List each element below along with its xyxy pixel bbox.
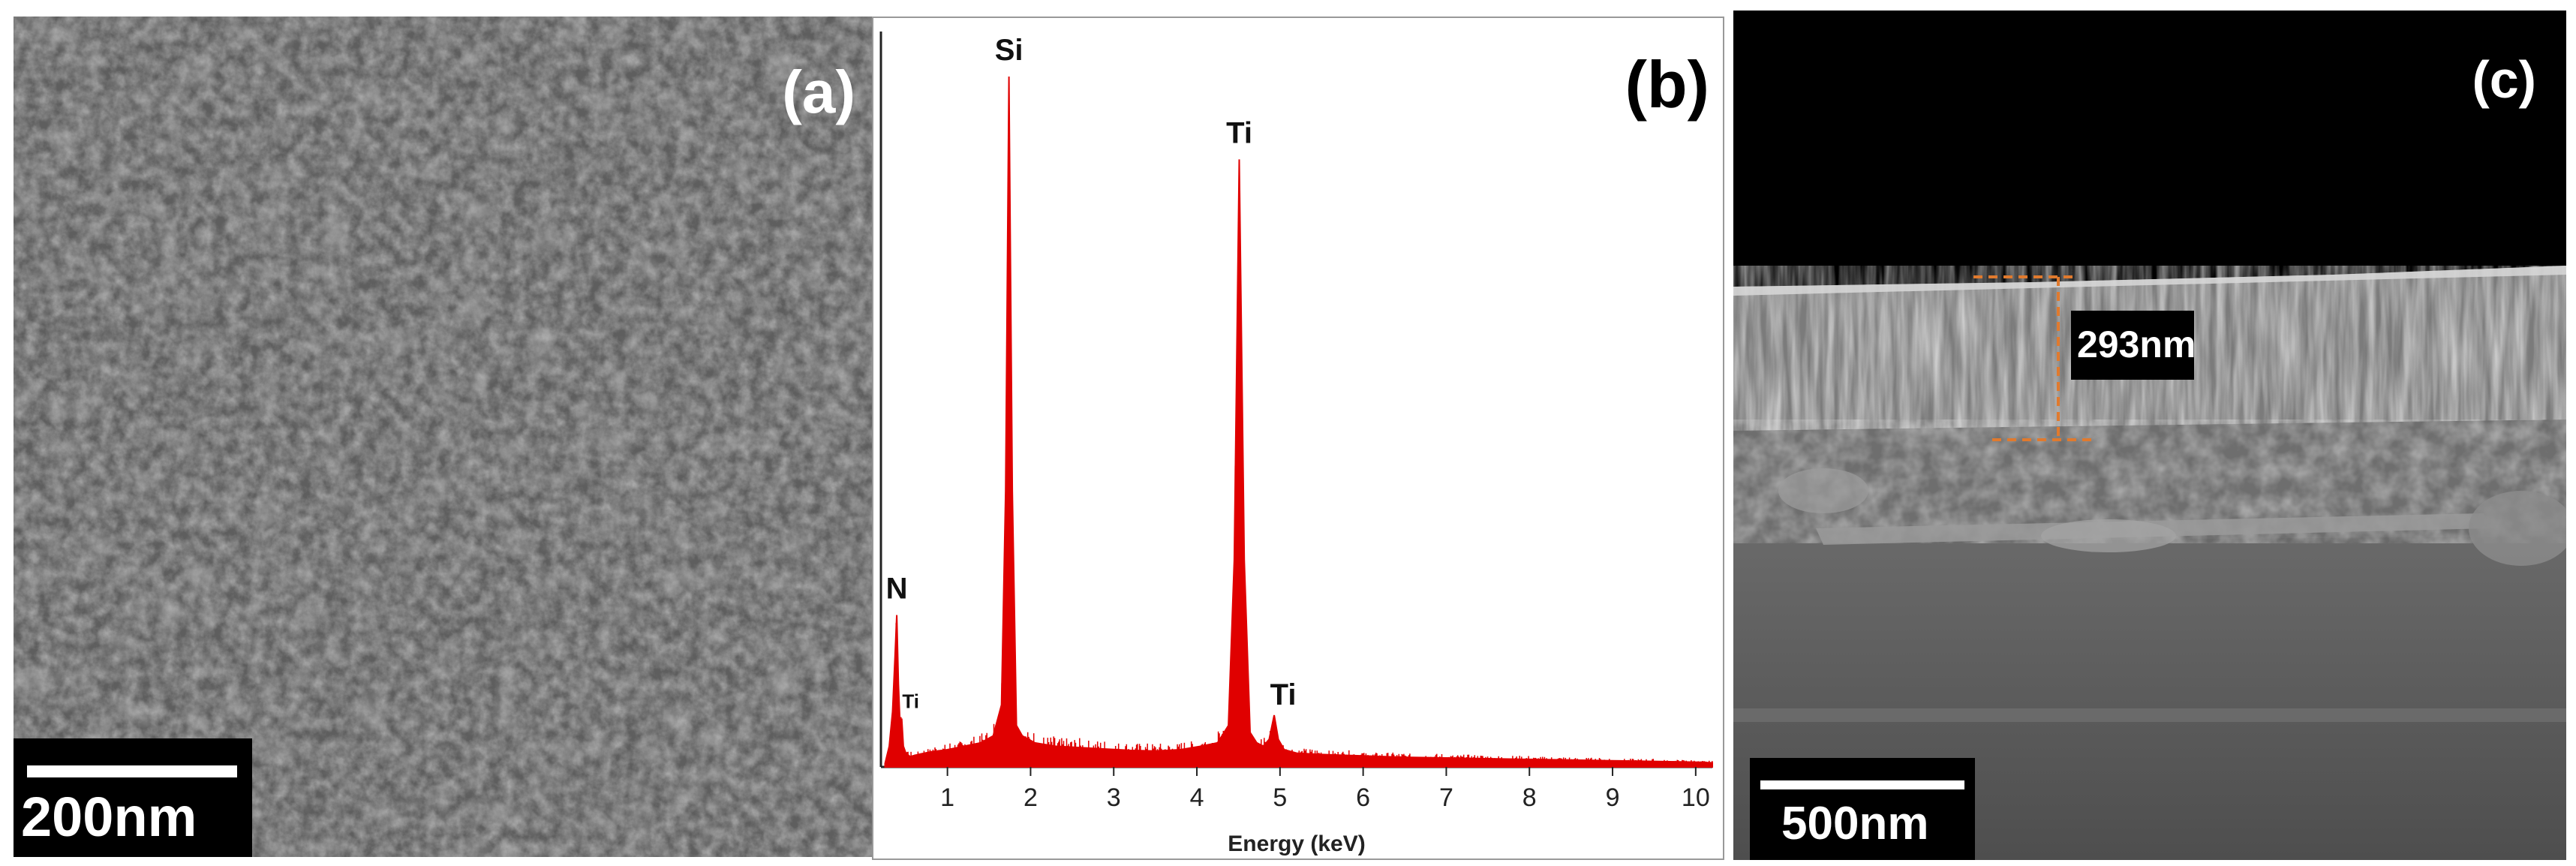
x-tick-label-1: 1: [940, 783, 954, 812]
x-axis-title: Energy (keV): [1228, 831, 1365, 856]
x-tick-label-9: 9: [1606, 783, 1620, 812]
thickness-marker: [1973, 275, 2097, 441]
sem-topview-image: (a) 200nm: [14, 17, 872, 857]
panel-label-c: (c): [2472, 50, 2536, 109]
thickness-label-box: 293nm: [2071, 311, 2196, 380]
scale-bar-line-c: [1760, 780, 1964, 789]
sem-texture: [14, 17, 872, 857]
spectrum-noise-0: [884, 465, 1713, 767]
peak-label-1: Ti: [902, 690, 919, 713]
eds-spectrum-panel: 1 2 3 4 5 6 7 8 9 10 N Ti Si Ti Ti Energy (keV) (b): [872, 17, 1724, 860]
peak-label-2: Si: [995, 34, 1023, 67]
x-tick-label-10: 10: [1682, 783, 1710, 812]
scale-bar-box-c: 500nm: [1750, 758, 1975, 860]
cross-section-graphic: [1733, 11, 2566, 860]
x-tick-label-4: 4: [1190, 783, 1204, 812]
scale-bar-label-a: 200nm: [21, 786, 197, 848]
peak-label-0: N: [886, 573, 908, 606]
x-tick-label-8: 8: [1522, 783, 1537, 812]
peak-label-group: N Ti Si Ti Ti: [886, 34, 1297, 713]
x-tick-label-3: 3: [1107, 783, 1121, 812]
x-tick-label-2: 2: [1023, 783, 1038, 812]
peak-label-4: Ti: [1270, 678, 1297, 711]
thickness-label: 293nm: [2077, 323, 2196, 365]
x-tick-group: 1 2 3 4 5 6 7 8 9 10: [940, 767, 1710, 812]
x-tick-label-6: 6: [1356, 783, 1370, 812]
scale-bar-label-c: 500nm: [1781, 798, 1929, 849]
spectrum-series: [884, 76, 1713, 768]
x-tick-label-7: 7: [1439, 783, 1453, 812]
x-tick-label-5: 5: [1273, 783, 1287, 812]
panel-label-a: (a): [782, 59, 855, 125]
eds-spectrum-chart: 1 2 3 4 5 6 7 8 9 10 N Ti Si Ti Ti Energy (keV): [872, 17, 1724, 860]
scale-bar-line-a: [27, 765, 237, 777]
scale-bar-box-a: 200nm: [14, 738, 252, 857]
peak-label-3: Ti: [1226, 116, 1252, 149]
sem-cross-section-image: 293nm (c) 500nm: [1733, 11, 2566, 860]
panel-label-b: (b): [1625, 47, 1709, 122]
